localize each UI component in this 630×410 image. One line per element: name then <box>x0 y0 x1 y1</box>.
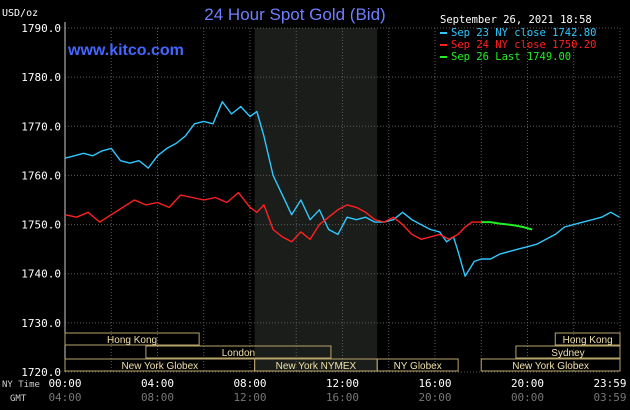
session-box-6 <box>376 358 459 372</box>
y-tick-label-2: 1770.0 <box>21 120 61 133</box>
chart-title: 24 Hour Spot Gold (Bid) <box>204 5 385 24</box>
x-tick-0-5: 20:00 <box>511 377 544 390</box>
session-label-4: New York Globex <box>121 361 198 372</box>
session-label-7: New York Globex <box>512 361 589 372</box>
y-axis-unit: USD/oz <box>2 8 38 19</box>
y-tick-label-1: 1780.0 <box>21 71 61 84</box>
gmt-label: GMT <box>10 394 27 404</box>
y-tick-label-6: 1730.0 <box>21 317 61 330</box>
y-axis-ticks: 1790.0 1780.0 1770.0 1760.0 1750.0 1740.0 1730… <box>21 22 61 379</box>
x-tick-0-4: 16:00 <box>418 377 451 390</box>
ny-time-label: NY Time <box>2 380 40 390</box>
session-box-0 <box>64 332 200 346</box>
x-tick-0-1: 04:00 <box>141 377 174 390</box>
y-tick-label-0: 1790.0 <box>21 22 61 35</box>
legend-entry-0: Sep 23 NY close 1742.80 <box>451 27 596 39</box>
session-label-2: London <box>222 348 255 359</box>
x-tick-1-6: 03:59 <box>593 391 626 404</box>
market-sessions: Hong Kong Hong Kong London Sydney New York G… <box>64 332 621 372</box>
nymex-session-shade <box>254 28 378 372</box>
x-axis-ticks: 00:00 04:00 08:00 12:00 16:00 20:00 23:5904:00… <box>48 377 626 404</box>
grid-lines <box>64 22 621 373</box>
session-box-3 <box>515 345 621 359</box>
y-tick-label-7: 1720.0 <box>21 366 61 379</box>
y-tick-label-4: 1750.0 <box>21 219 61 232</box>
x-tick-1-3: 16:00 <box>326 391 359 404</box>
legend-entry-1: Sep 24 NY close 1750.20 <box>451 39 596 51</box>
x-tick-0-3: 12:00 <box>326 377 359 390</box>
session-label-0: Hong Kong <box>107 335 157 346</box>
session-box-7 <box>480 358 621 372</box>
price-series <box>64 101 620 277</box>
x-tick-0-0: 00:00 <box>48 377 81 390</box>
x-tick-1-1: 08:00 <box>141 391 174 404</box>
x-tick-0-6: 23:59 <box>593 377 626 390</box>
series-line-0 <box>64 101 620 277</box>
chart-timestamp: September 26, 2021 18:58 <box>440 14 592 26</box>
session-label-3: Sydney <box>551 348 584 359</box>
x-tick-1-2: 12:00 <box>233 391 266 404</box>
series-line-2 <box>481 221 533 231</box>
kitco-watermark: www.kitco.com <box>67 42 184 59</box>
session-label-5: New York NYMEX <box>276 361 357 372</box>
session-box-2 <box>145 345 332 359</box>
x-tick-1-5: 00:00 <box>511 391 544 404</box>
y-tick-label-3: 1760.0 <box>21 169 61 182</box>
x-tick-0-2: 08:00 <box>233 377 266 390</box>
y-tick-label-5: 1740.0 <box>21 268 61 281</box>
x-tick-1-4: 20:00 <box>418 391 451 404</box>
session-label-6: NY Globex <box>394 361 442 372</box>
x-tick-1-0: 04:00 <box>48 391 81 404</box>
session-label-1: Hong Kong <box>563 335 613 346</box>
series-line-1 <box>64 191 482 243</box>
legend-entry-2: Sep 26 Last 1749.00 <box>451 51 571 63</box>
session-box-1 <box>554 332 621 346</box>
